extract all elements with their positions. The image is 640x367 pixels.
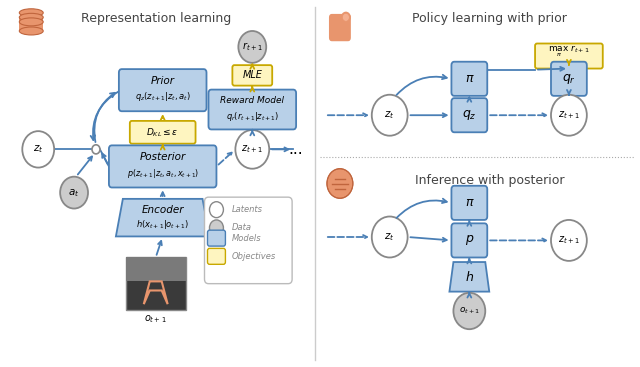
Text: $q_r$: $q_r$: [562, 72, 576, 86]
Circle shape: [238, 31, 266, 63]
Polygon shape: [449, 262, 489, 292]
FancyBboxPatch shape: [130, 121, 196, 143]
Text: $h$: $h$: [465, 270, 474, 284]
FancyBboxPatch shape: [119, 69, 207, 111]
Ellipse shape: [342, 13, 349, 21]
Text: MLE: MLE: [243, 70, 262, 80]
Text: Objectives: Objectives: [232, 252, 276, 261]
Ellipse shape: [19, 13, 44, 21]
Circle shape: [327, 169, 353, 198]
Text: $o_{t+1}$: $o_{t+1}$: [145, 313, 167, 325]
Text: Prior: Prior: [150, 76, 175, 86]
FancyBboxPatch shape: [209, 90, 296, 130]
Text: Representation learning: Representation learning: [81, 12, 231, 25]
Text: Latents: Latents: [232, 205, 262, 214]
Text: Models: Models: [232, 234, 261, 243]
Text: $p$: $p$: [465, 233, 474, 247]
Text: $z_{t+1}$: $z_{t+1}$: [558, 235, 580, 246]
Polygon shape: [116, 199, 209, 236]
Ellipse shape: [19, 9, 44, 17]
Bar: [19, 17, 44, 31]
Circle shape: [453, 293, 485, 329]
Circle shape: [209, 220, 223, 236]
Circle shape: [551, 220, 587, 261]
Circle shape: [60, 177, 88, 208]
Circle shape: [22, 131, 54, 168]
FancyBboxPatch shape: [551, 62, 587, 96]
Text: Policy learning with prior: Policy learning with prior: [412, 12, 566, 25]
Text: $q_z$: $q_z$: [462, 108, 477, 122]
Circle shape: [372, 217, 408, 258]
Text: $\pi$: $\pi$: [465, 196, 474, 209]
Text: Posterior: Posterior: [140, 152, 186, 162]
Text: $h(x_{t+1}|o_{t+1})$: $h(x_{t+1}|o_{t+1})$: [136, 218, 189, 231]
Circle shape: [209, 202, 223, 218]
Text: $z_{t+1}$: $z_{t+1}$: [558, 109, 580, 121]
FancyBboxPatch shape: [451, 186, 487, 220]
Text: $z_t$: $z_t$: [385, 109, 395, 121]
Text: Reward Model: Reward Model: [220, 96, 284, 105]
FancyBboxPatch shape: [109, 145, 216, 188]
Text: $\underset{\pi}{\max}\ r_{t+1}$: $\underset{\pi}{\max}\ r_{t+1}$: [548, 44, 590, 59]
Text: $o_{t+1}$: $o_{t+1}$: [459, 306, 480, 316]
Bar: [126, 258, 186, 310]
FancyBboxPatch shape: [232, 65, 272, 86]
FancyBboxPatch shape: [451, 62, 487, 96]
Text: Inference with posterior: Inference with posterior: [415, 174, 564, 186]
Ellipse shape: [341, 12, 351, 23]
Circle shape: [551, 95, 587, 136]
Ellipse shape: [19, 27, 44, 35]
Text: $q_r(r_{t+1}|z_{t+1})$: $q_r(r_{t+1}|z_{t+1})$: [225, 110, 279, 123]
Text: $p(z_{t+1}|z_t,a_t,x_{t+1})$: $p(z_{t+1}|z_t,a_t,x_{t+1})$: [127, 167, 199, 180]
FancyBboxPatch shape: [451, 98, 487, 132]
FancyBboxPatch shape: [535, 44, 603, 69]
Text: Data: Data: [232, 224, 252, 232]
Text: $q_z(z_{t+1}|z_t,a_t)$: $q_z(z_{t+1}|z_t,a_t)$: [134, 91, 191, 103]
Text: $z_{t+1}$: $z_{t+1}$: [241, 143, 263, 155]
FancyBboxPatch shape: [207, 230, 225, 246]
FancyBboxPatch shape: [329, 14, 351, 41]
Text: Encoder: Encoder: [141, 205, 184, 215]
FancyBboxPatch shape: [205, 197, 292, 284]
Circle shape: [372, 95, 408, 136]
Text: $D_{KL}\leq\epsilon$: $D_{KL}\leq\epsilon$: [147, 126, 179, 138]
Ellipse shape: [19, 18, 44, 26]
Circle shape: [92, 145, 100, 154]
FancyBboxPatch shape: [451, 224, 487, 258]
Text: $r_{t+1}$: $r_{t+1}$: [242, 40, 262, 53]
FancyBboxPatch shape: [207, 248, 225, 264]
Text: $z_t$: $z_t$: [33, 143, 44, 155]
Bar: [126, 258, 186, 281]
Text: $\pi$: $\pi$: [465, 72, 474, 85]
Circle shape: [236, 130, 269, 169]
Text: $z_t$: $z_t$: [385, 231, 395, 243]
Text: ...: ...: [289, 142, 303, 157]
Text: $a_t$: $a_t$: [68, 187, 80, 199]
